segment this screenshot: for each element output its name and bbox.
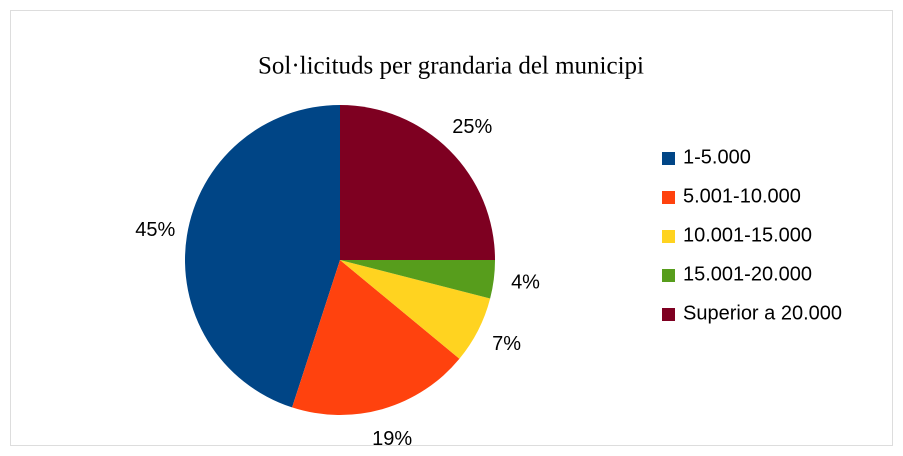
pie-slice [340, 260, 491, 359]
legend-swatch [662, 230, 675, 243]
pie-slice [340, 260, 495, 299]
data-label: 7% [492, 333, 521, 355]
legend-label: 15.001-20.000 [683, 263, 812, 285]
data-label: 4% [511, 272, 540, 294]
chart-title: Sol·licituds per grandaria del municipi [258, 53, 644, 80]
pie-slice [292, 260, 460, 415]
legend-swatch [662, 308, 675, 321]
pie-slice [340, 105, 495, 260]
legend-swatch [662, 191, 675, 204]
data-label: 45% [135, 219, 175, 241]
data-label: 19% [372, 428, 412, 450]
pie-slice [185, 105, 340, 408]
legend-label: Superior a 20.000 [683, 302, 842, 324]
data-label: 25% [452, 116, 492, 138]
legend-swatch [662, 269, 675, 282]
legend-label: 1-5.000 [683, 146, 751, 168]
legend-swatch [662, 152, 675, 165]
legend-label: 10.001-15.000 [683, 224, 812, 246]
legend-label: 5.001-10.000 [683, 185, 801, 207]
